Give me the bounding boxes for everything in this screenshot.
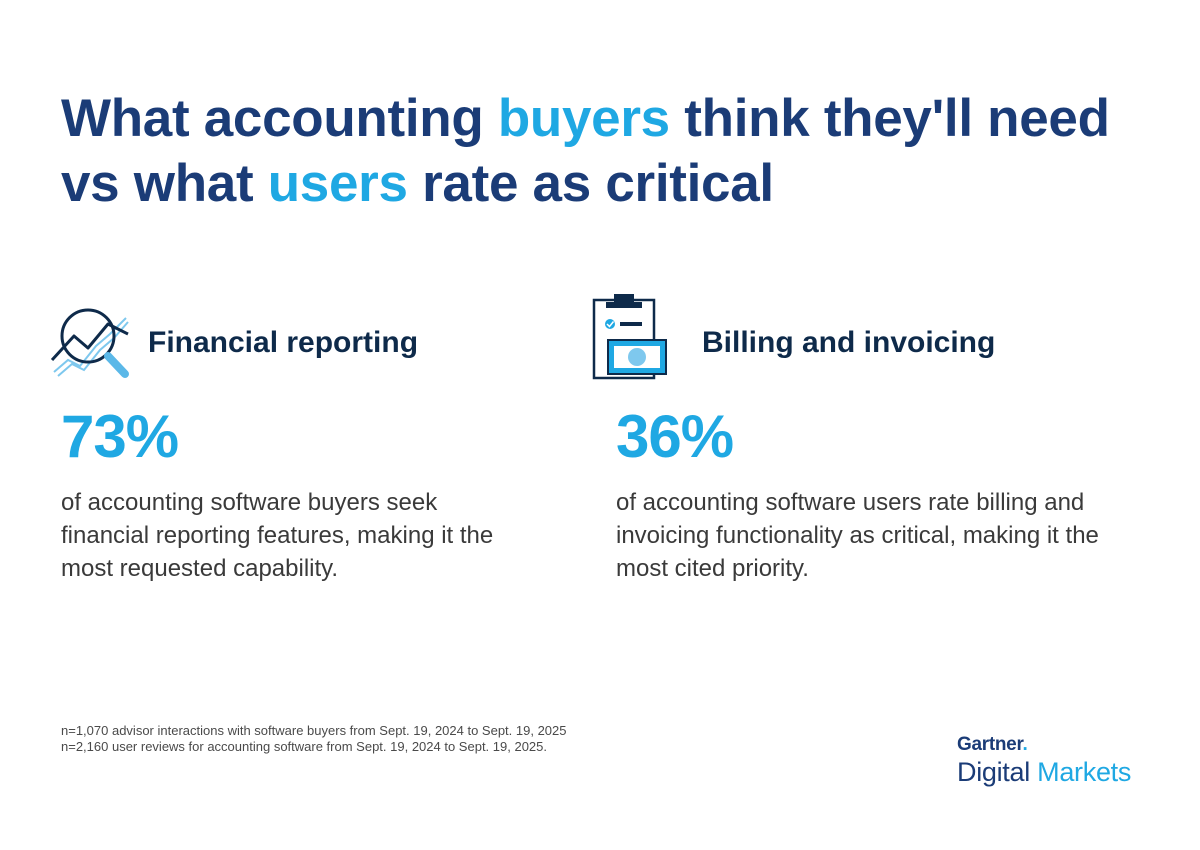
stat-label: Billing and invoicing [702, 326, 996, 359]
title-part-1: What accounting [61, 89, 498, 148]
brand-line-1: Gartner [957, 734, 1023, 755]
title-accent-users: users [267, 154, 408, 213]
brand-logo: Gartner. Digital Markets [957, 734, 1131, 788]
brand-name: Gartner. [957, 734, 1131, 756]
stat-value: 36% [616, 403, 734, 470]
title-accent-buyers: buyers [497, 89, 670, 148]
brand-dot: . [1022, 734, 1028, 755]
stat-header: Billing and invoicing [590, 290, 1130, 384]
brand-subtitle: Digital Markets [957, 757, 1131, 788]
stat-financial-reporting: Financial reporting 73% of accounting so… [50, 290, 530, 582]
title-part-2: think they'll need vs what [61, 89, 1110, 213]
footnote: n=1,070 advisor interactions with softwa… [61, 723, 567, 738]
footnotes: n=1,070 advisor interactions with softwa… [61, 723, 567, 755]
stat-description: of accounting software buyers seek finan… [61, 489, 494, 582]
brand-word-markets: Markets [1037, 757, 1132, 787]
stat-billing-invoicing: Billing and invoicing 36% of accounting … [590, 290, 1130, 582]
page-title: What accounting buyers think they'll nee… [61, 86, 1141, 216]
stat-value: 73% [61, 403, 179, 470]
title-part-3: rate as critical [407, 154, 774, 213]
stat-header: Financial reporting [50, 290, 530, 384]
footnote: n=2,160 user reviews for accounting soft… [61, 739, 547, 754]
stat-description: of accounting software users rate billin… [616, 489, 1099, 582]
stat-label: Financial reporting [148, 326, 419, 359]
chart-magnifier-icon [50, 290, 132, 385]
invoice-clipboard-icon [590, 290, 670, 387]
brand-word-digital: Digital [957, 757, 1030, 787]
